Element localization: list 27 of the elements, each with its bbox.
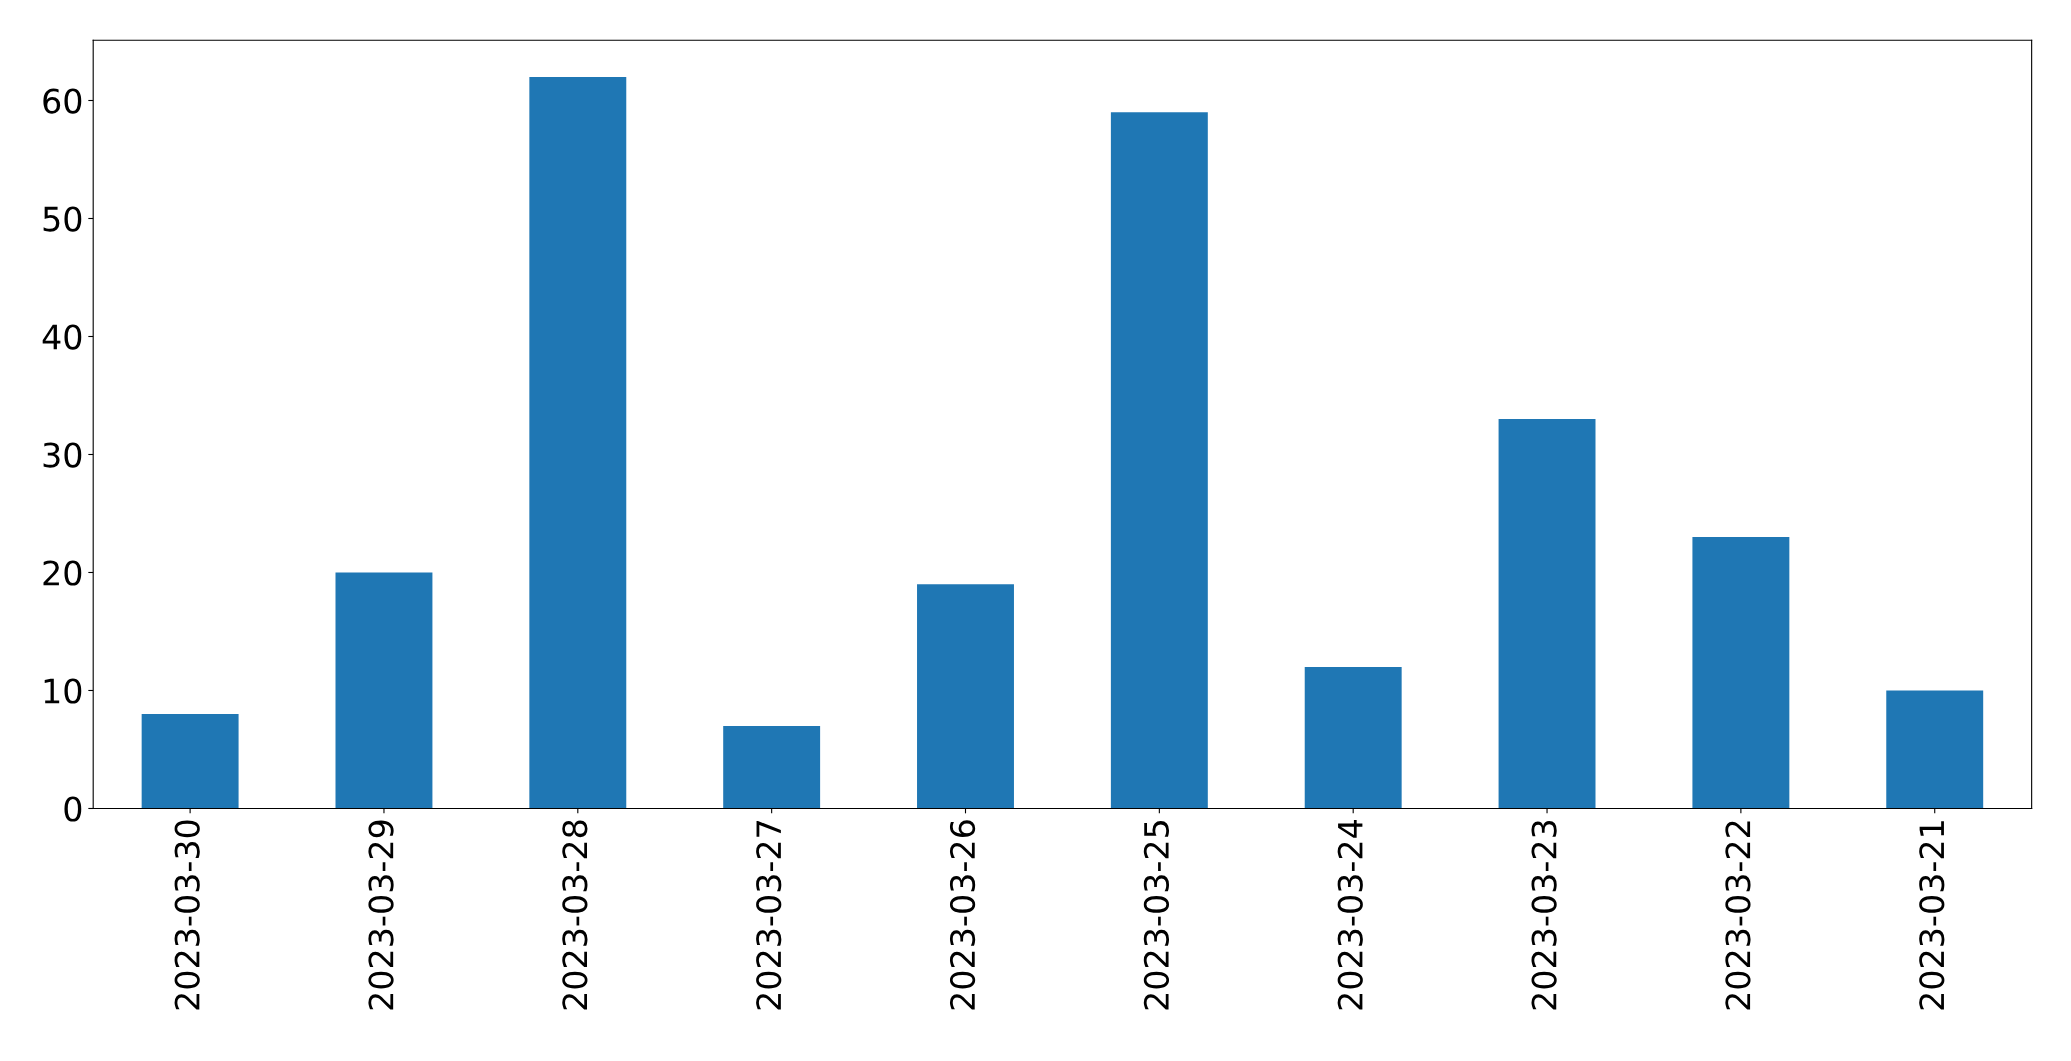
x-tick-label: 2023-03-23 bbox=[1531, 820, 1557, 1010]
x-tick-label: 2023-03-25 bbox=[1143, 821, 1170, 1010]
bar bbox=[1498, 419, 1596, 809]
x-tick-label: 2023-03-29 bbox=[368, 820, 394, 1010]
x-tick-label: 2023-03-30 bbox=[174, 820, 200, 1010]
y-tick-label: 50 bbox=[43, 206, 82, 232]
bar bbox=[917, 584, 1014, 809]
bar bbox=[529, 76, 627, 809]
x-tick-label: 2023-03-21 bbox=[1919, 821, 1945, 1010]
bar bbox=[141, 714, 239, 809]
bar bbox=[723, 725, 821, 809]
y-tick-label: 10 bbox=[44, 678, 82, 704]
bar bbox=[1692, 537, 1790, 809]
bar bbox=[1110, 112, 1208, 809]
x-tick-label: 2023-03-28 bbox=[562, 820, 588, 1010]
x-tick-label: 2023-03-22 bbox=[1725, 821, 1751, 1010]
x-tick-label: 2023-03-24 bbox=[1337, 820, 1363, 1010]
y-tick-label: 40 bbox=[42, 324, 82, 350]
x-tick-label: 2023-03-26 bbox=[949, 820, 976, 1010]
bar bbox=[1886, 690, 1984, 809]
bar bbox=[1304, 666, 1402, 809]
y-tick-label: 20 bbox=[43, 560, 82, 586]
bar bbox=[335, 572, 433, 809]
y-tick-label: 0 bbox=[64, 796, 82, 822]
y-tick-label: 30 bbox=[43, 442, 82, 468]
x-tick-label: 2023-03-27 bbox=[756, 821, 782, 1010]
y-tick-label: 60 bbox=[43, 88, 82, 114]
